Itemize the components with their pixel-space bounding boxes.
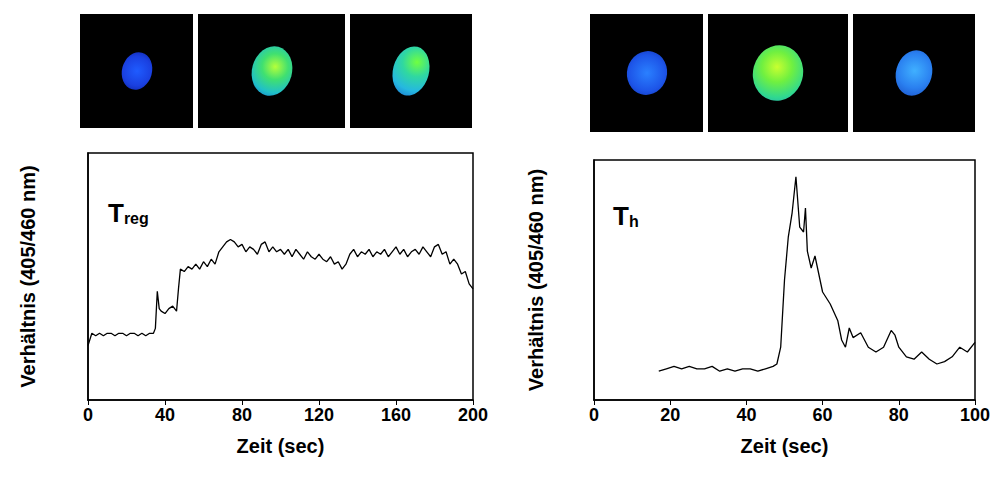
svg-text:0: 0 bbox=[589, 405, 599, 425]
svg-text:T: T bbox=[108, 198, 124, 228]
svg-text:60: 60 bbox=[813, 405, 833, 425]
svg-text:40: 40 bbox=[736, 405, 756, 425]
svg-text:0: 0 bbox=[83, 405, 93, 425]
svg-text:40: 40 bbox=[155, 405, 175, 425]
svg-text:200: 200 bbox=[458, 405, 488, 425]
svg-text:20: 20 bbox=[660, 405, 680, 425]
svg-text:80: 80 bbox=[889, 405, 909, 425]
svg-text:120: 120 bbox=[304, 405, 334, 425]
svg-text:Zeit (sec): Zeit (sec) bbox=[741, 435, 829, 457]
svg-text:Verhältnis (405/460 nm): Verhältnis (405/460 nm) bbox=[525, 169, 547, 391]
svg-text:Verhältnis (405/460 nm): Verhältnis (405/460 nm) bbox=[17, 165, 39, 387]
svg-text:T: T bbox=[613, 201, 629, 231]
svg-text:h: h bbox=[629, 213, 639, 230]
svg-text:160: 160 bbox=[381, 405, 411, 425]
svg-text:100: 100 bbox=[960, 405, 990, 425]
svg-text:Zeit (sec): Zeit (sec) bbox=[237, 435, 325, 457]
svg-text:80: 80 bbox=[232, 405, 252, 425]
svg-text:reg: reg bbox=[124, 210, 149, 227]
